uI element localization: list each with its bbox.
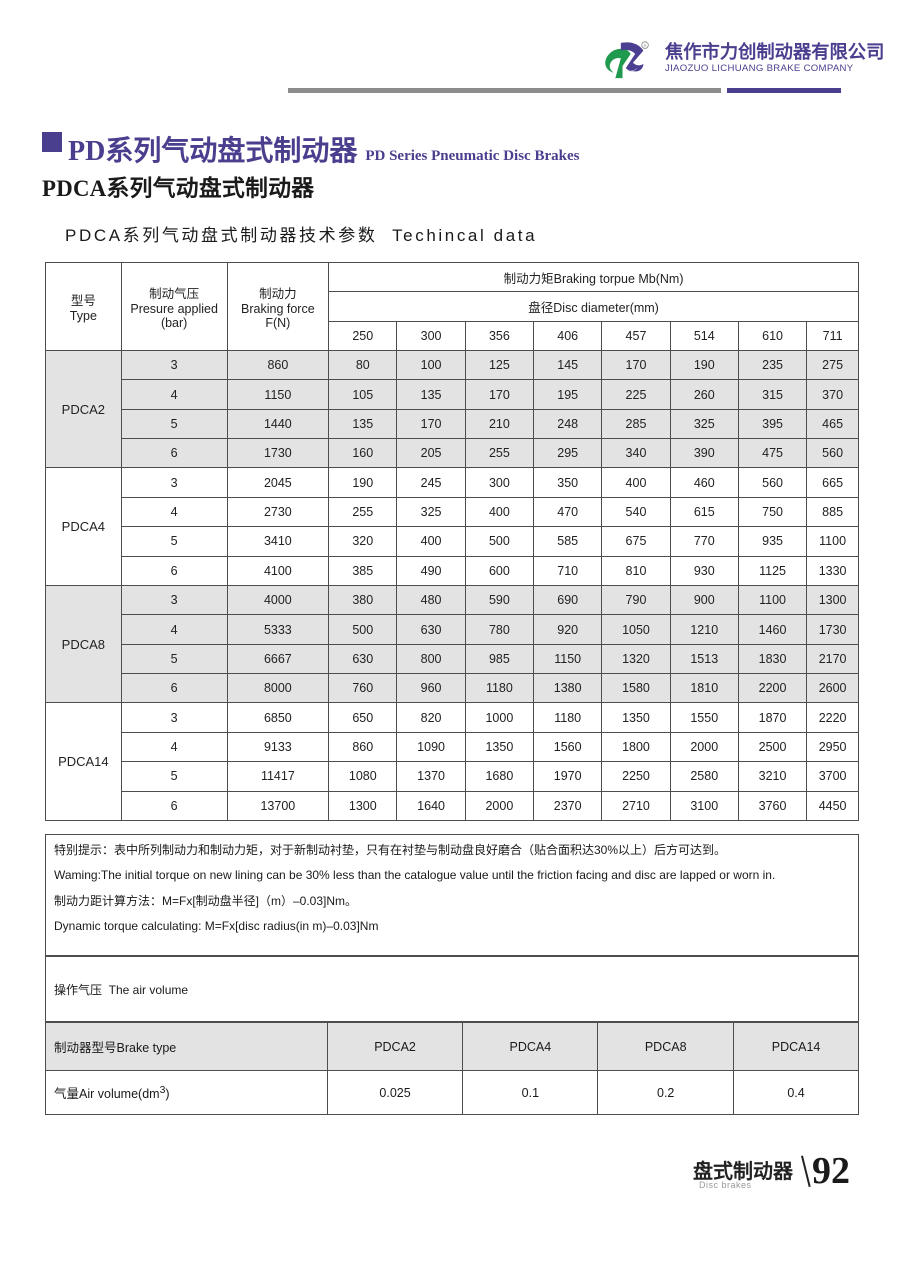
svg-text:R: R (644, 44, 647, 48)
